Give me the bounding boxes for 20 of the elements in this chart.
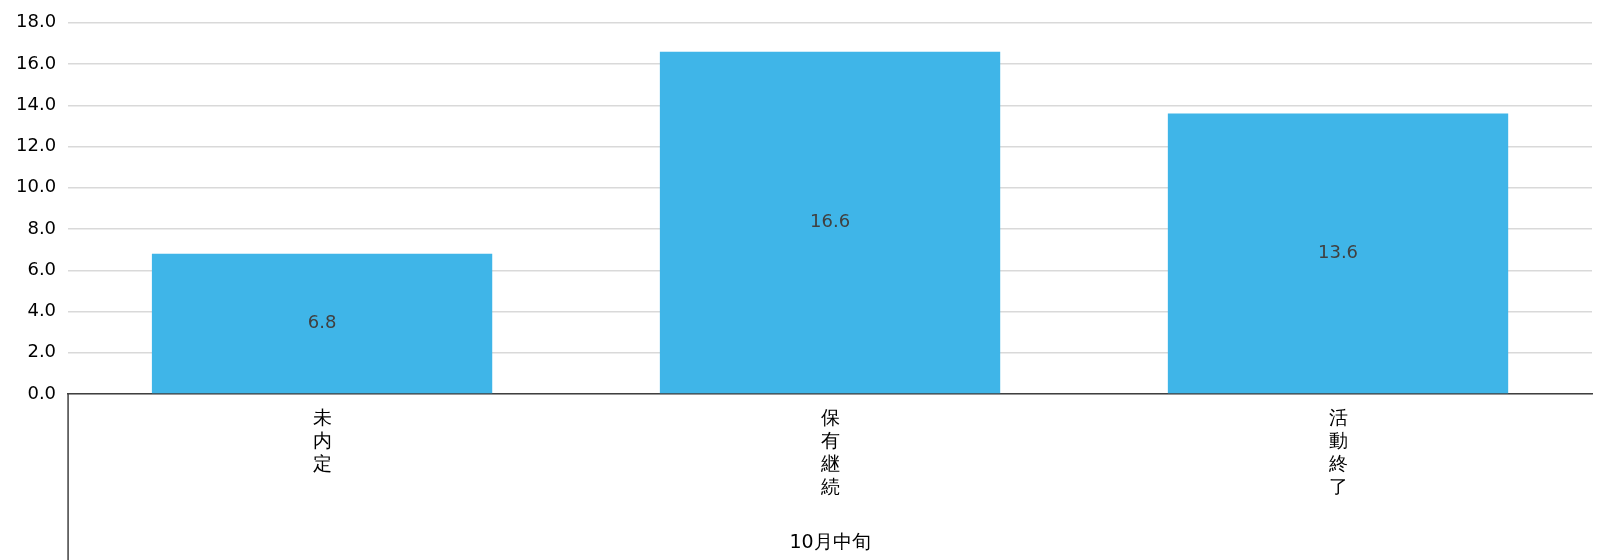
y-tick-label: 16.0 <box>16 51 57 73</box>
y-tick-label: 18.0 <box>16 10 57 32</box>
y-tick-label: 10.0 <box>16 175 57 197</box>
x-axis-title: 10月中旬 <box>789 529 871 552</box>
data-label: 13.6 <box>1317 241 1359 263</box>
y-tick-label: 0.0 <box>27 381 57 403</box>
y-tick-label: 12.0 <box>16 134 57 156</box>
data-label: 16.6 <box>810 210 851 232</box>
y-tick-label: 4.0 <box>27 299 57 321</box>
bar <box>1167 113 1509 394</box>
x-tick-label: 未内定 <box>312 406 332 474</box>
x-tick-label: 保有継続 <box>819 406 840 497</box>
y-tick-label: 8.0 <box>27 216 57 238</box>
data-label: 6.8 <box>307 311 337 333</box>
y-tick-label: 6.0 <box>27 257 57 279</box>
y-tick-label: 14.0 <box>16 92 57 114</box>
bar <box>151 253 493 394</box>
bar <box>659 51 1001 394</box>
y-tick-label: 2.0 <box>27 340 57 362</box>
x-tick-label: 活動終了 <box>1327 406 1348 497</box>
